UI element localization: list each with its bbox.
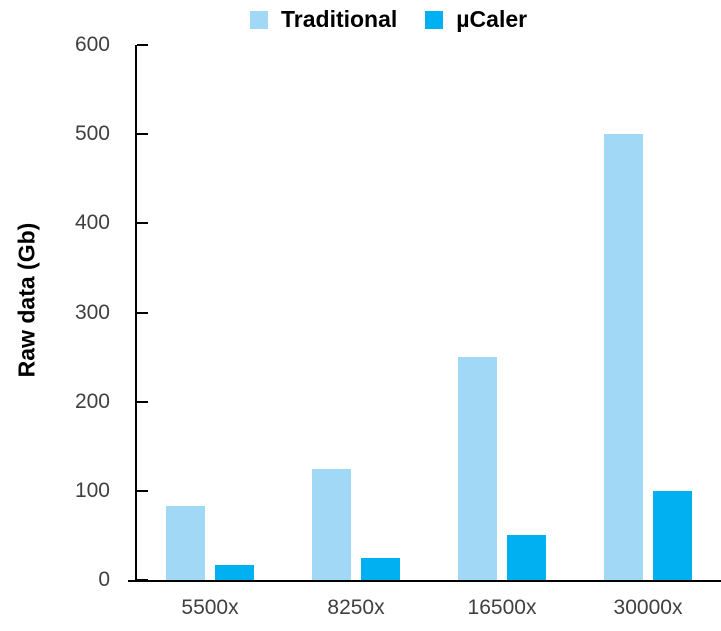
legend-label-traditional: Traditional — [281, 6, 398, 32]
bar-µcaler-8250x — [361, 557, 400, 580]
bar-µcaler-5500x — [215, 564, 254, 580]
y-tick-label-100: 100 — [74, 478, 110, 502]
bar-traditional-16500x — [458, 357, 497, 580]
y-tick-200 — [137, 400, 148, 403]
y-tick-500 — [137, 133, 148, 136]
legend-swatch-ucaler — [425, 10, 444, 29]
bar-µcaler-30000x — [653, 490, 692, 580]
y-tick-label-0: 0 — [98, 568, 110, 591]
x-category-label-30000x: 30000x — [613, 596, 683, 619]
bar-traditional-8250x — [312, 468, 351, 580]
y-tick-400 — [137, 222, 148, 225]
x-category-label-8250x: 8250x — [327, 596, 385, 619]
y-tick-label-500: 500 — [74, 122, 110, 146]
legend-item-ucaler: µCaler — [425, 8, 527, 31]
x-category-label-5500x: 5500x — [181, 596, 239, 619]
y-axis-title: Raw data (Gb) — [13, 222, 40, 378]
y-tick-label-300: 300 — [74, 300, 110, 324]
x-axis-overhang — [128, 580, 137, 582]
legend-item-traditional: Traditional — [250, 8, 397, 31]
y-tick-300 — [137, 311, 148, 314]
bar-traditional-30000x — [604, 134, 643, 580]
bar-µcaler-16500x — [507, 535, 546, 580]
legend: Traditional µCaler — [250, 8, 527, 31]
y-tick-label-200: 200 — [74, 389, 110, 413]
y-tick-label-400: 400 — [74, 211, 110, 235]
y-tick-0 — [137, 579, 148, 581]
bar-traditional-5500x — [166, 506, 205, 580]
y-tick-600 — [137, 44, 148, 46]
legend-label-ucaler: µCaler — [456, 6, 528, 32]
y-tick-100 — [137, 489, 148, 492]
y-tick-label-600: 600 — [74, 33, 110, 56]
legend-swatch-traditional — [250, 10, 268, 29]
plot-area: 0 100 200 300 400 500 600 5500x 8250x 16500x 30000… — [75, 33, 721, 619]
x-category-label-16500x: 16500x — [467, 596, 537, 619]
